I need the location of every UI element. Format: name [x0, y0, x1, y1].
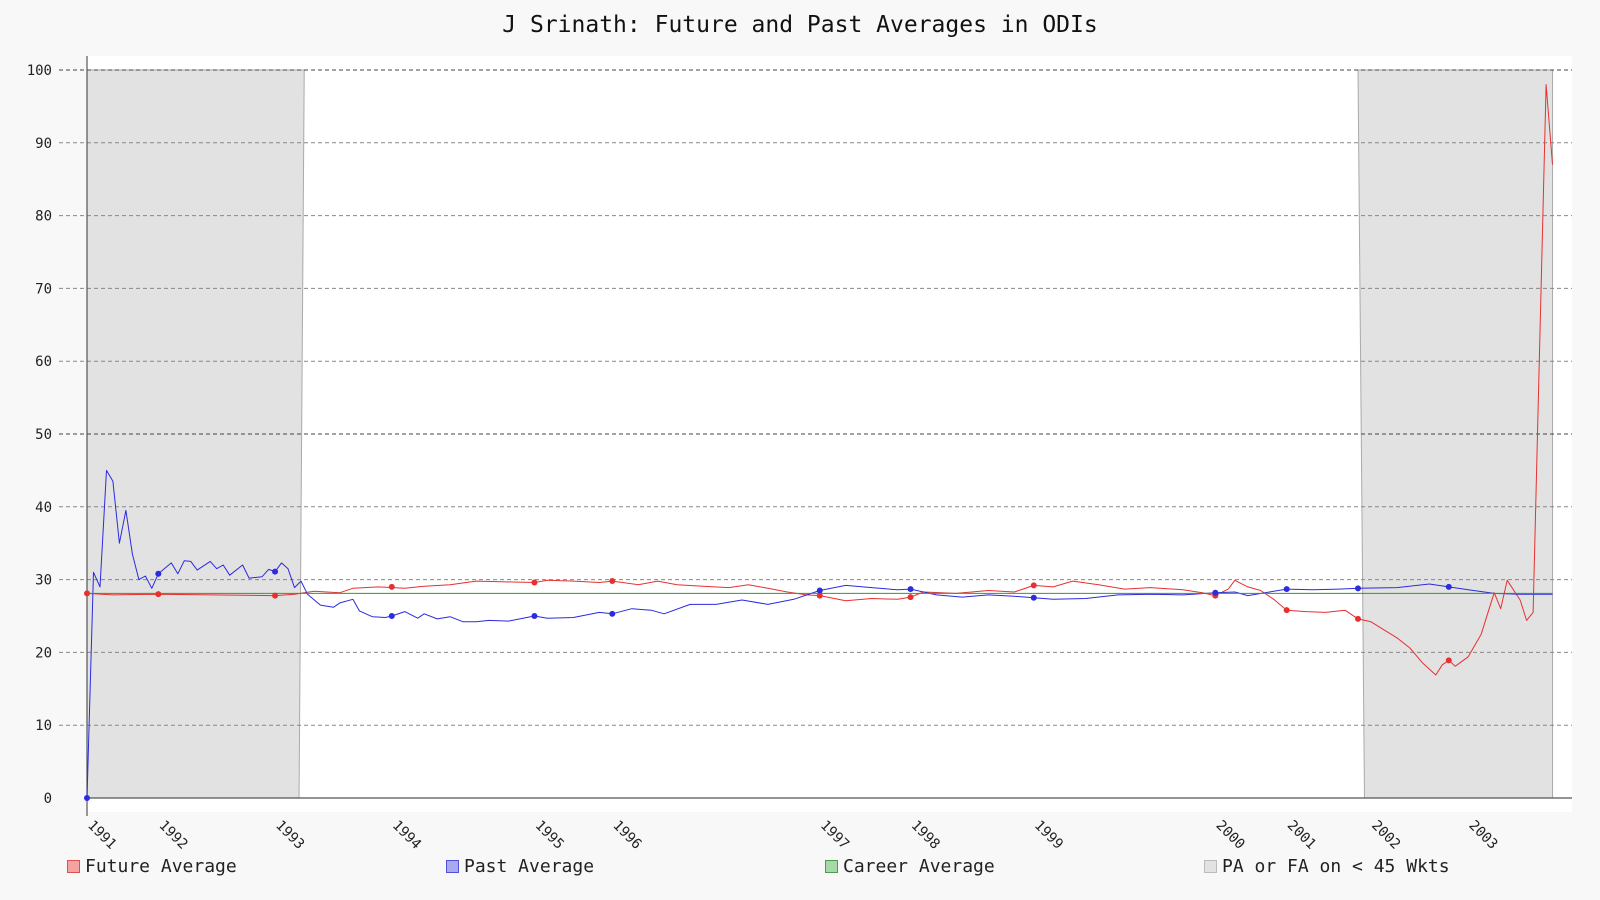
series-line-past-average [86, 469, 1553, 799]
series-line-future-average [86, 84, 1553, 676]
legend-item-future-average[interactable]: Future Average [67, 856, 237, 877]
marker-past-average-12 [1445, 583, 1452, 590]
y-tick-label-20: 20 [35, 645, 52, 661]
legend-swatch-past [446, 860, 459, 873]
legend-swatch-career [825, 860, 838, 873]
x-tick-label-2000: 2000 [1213, 818, 1248, 853]
x-tick-label-1993: 1993 [272, 818, 307, 853]
x-tick-label-2001: 2001 [1284, 818, 1319, 853]
marker-past-average-11 [1355, 585, 1362, 592]
x-tick-label-2002: 2002 [1368, 818, 1403, 853]
y-tick-label-10: 10 [35, 718, 52, 734]
marker-past-average-9 [1212, 589, 1219, 596]
marker-future-average-1 [155, 591, 162, 598]
legend-swatch-low-wickets [1204, 860, 1217, 873]
legend-swatch-future [67, 860, 80, 873]
y-tick-label-40: 40 [35, 500, 52, 516]
y-tick-label-100: 100 [27, 63, 52, 79]
marker-future-average-5 [609, 578, 616, 585]
marker-past-average-5 [609, 610, 616, 617]
chart-title: J Srinath: Future and Past Averages in O… [502, 12, 1098, 38]
legend-label-past: Past Average [464, 856, 595, 877]
marker-future-average-3 [388, 583, 395, 590]
x-tick-label-1994: 1994 [389, 818, 424, 853]
legend-item-low-wickets[interactable]: PA or FA on < 45 Wkts [1204, 856, 1450, 877]
x-tick-label-1997: 1997 [817, 818, 852, 853]
x-tick-label-1995: 1995 [532, 818, 567, 853]
y-tick-label-0: 0 [44, 791, 52, 807]
marker-past-average-1 [155, 570, 162, 577]
marker-future-average-0 [84, 590, 90, 597]
x-tick-label-1999: 1999 [1031, 818, 1066, 853]
y-tick-label-50: 50 [35, 427, 52, 443]
x-tick-label-1992: 1992 [156, 818, 191, 853]
marker-past-average-2 [272, 568, 279, 575]
marker-future-average-12 [1445, 657, 1452, 664]
marker-future-average-7 [907, 594, 914, 601]
marker-future-average-4 [531, 579, 538, 586]
legend-item-past-average[interactable]: Past Average [446, 856, 594, 877]
x-tick-label-1996: 1996 [609, 818, 644, 853]
legend-label-future: Future Average [85, 856, 237, 877]
y-tick-label-30: 30 [35, 573, 52, 589]
legend: Future Average Past Average Career Avera… [0, 856, 1600, 884]
marker-past-average-3 [388, 613, 395, 619]
marker-future-average-11 [1355, 615, 1362, 622]
legend-label-low-wickets: PA or FA on < 45 Wkts [1222, 856, 1450, 877]
y-tick-label-80: 80 [35, 209, 52, 225]
legend-item-career-average[interactable]: Career Average [825, 856, 995, 877]
marker-past-average-8 [1030, 594, 1037, 601]
marker-future-average-2 [272, 592, 279, 599]
x-tick-label-1998: 1998 [908, 818, 943, 853]
marker-past-average-0 [84, 795, 90, 801]
marker-past-average-10 [1283, 586, 1290, 593]
marker-future-average-6 [816, 592, 823, 599]
marker-future-average-10 [1283, 607, 1290, 614]
marker-past-average-6 [816, 587, 823, 594]
marker-past-average-7 [907, 586, 914, 593]
x-tick-label-1991: 1991 [84, 818, 119, 853]
marker-past-average-4 [531, 613, 538, 619]
marker-future-average-8 [1030, 582, 1037, 589]
y-tick-label-70: 70 [35, 281, 52, 297]
y-tick-label-90: 90 [35, 136, 52, 152]
y-tick-label-60: 60 [35, 354, 52, 370]
legend-label-career: Career Average [843, 856, 995, 877]
x-tick-label-2003: 2003 [1465, 818, 1500, 853]
